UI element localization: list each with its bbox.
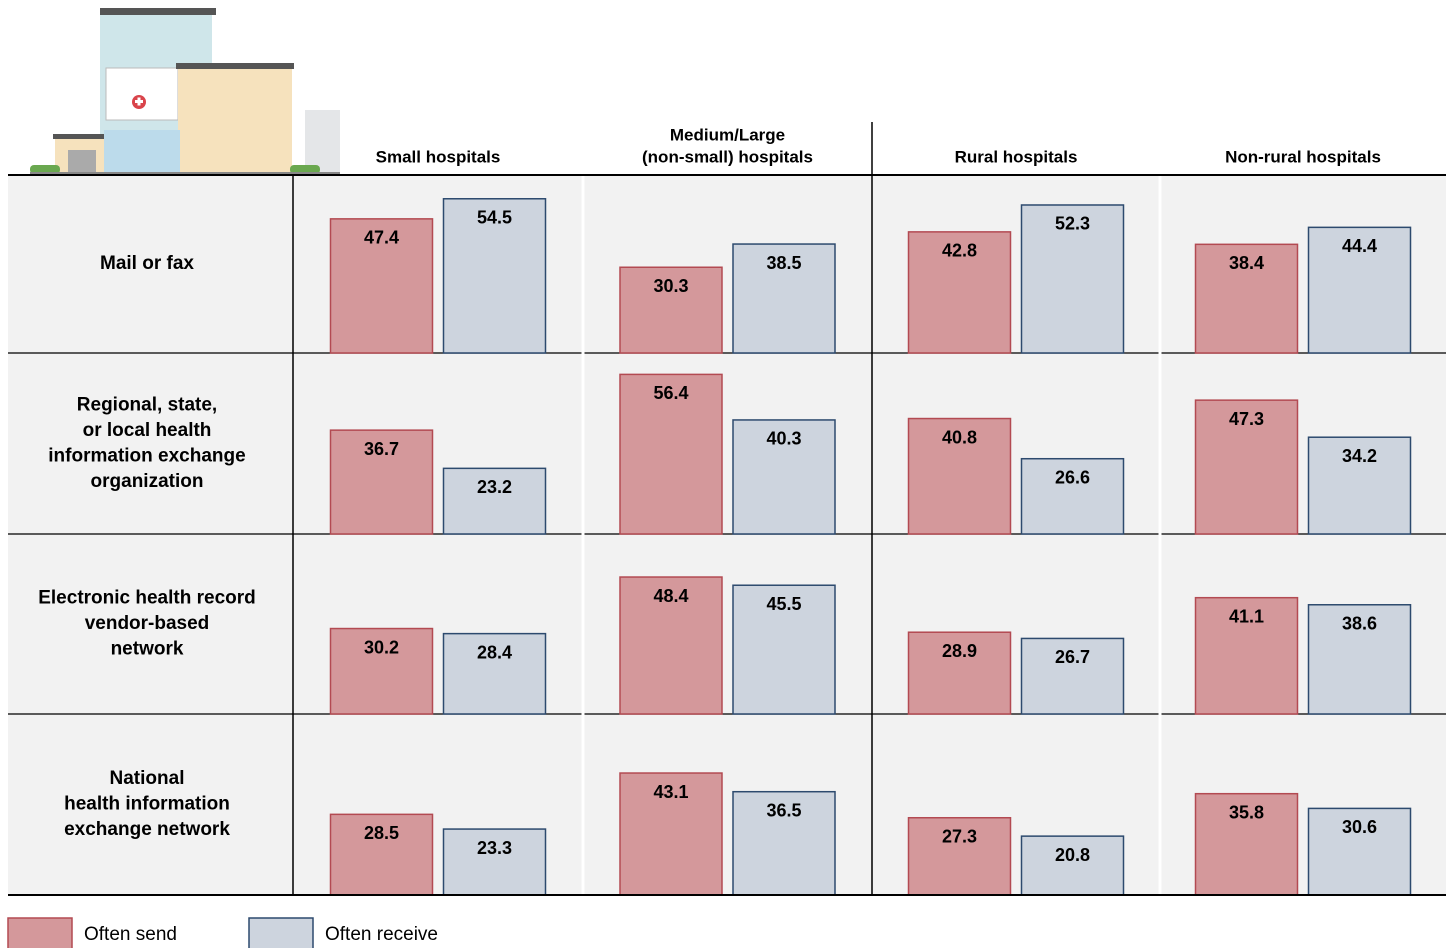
value-label: 30.3 — [653, 276, 688, 296]
row-label: Regional, state, — [77, 394, 217, 415]
column-header: Rural hospitals — [955, 147, 1078, 166]
value-label: 44.4 — [1342, 236, 1377, 256]
value-label: 28.5 — [364, 823, 399, 843]
bar — [732, 419, 836, 535]
bar — [619, 772, 723, 896]
bar — [1194, 399, 1299, 535]
column-header: Non-rural hospitals — [1225, 147, 1381, 166]
value-label: 45.5 — [766, 594, 801, 614]
value-label: 48.4 — [653, 586, 688, 606]
row-label: network — [111, 639, 184, 660]
value-label: 54.5 — [477, 208, 512, 228]
row-label: information exchange — [48, 445, 245, 466]
bar — [1194, 792, 1299, 896]
bar — [1307, 436, 1412, 535]
bar — [1307, 226, 1412, 354]
bar — [442, 828, 547, 896]
value-label: 28.9 — [942, 641, 977, 661]
value-label: 38.5 — [766, 253, 801, 273]
bar — [442, 632, 547, 715]
bar — [329, 813, 434, 896]
value-label: 47.4 — [364, 228, 399, 248]
bar — [1020, 457, 1125, 535]
row-label: National — [110, 768, 185, 789]
value-label: 47.3 — [1229, 409, 1264, 429]
value-label: 26.6 — [1055, 467, 1090, 487]
bar — [442, 467, 547, 535]
value-label: 23.3 — [477, 838, 512, 858]
bar — [329, 218, 434, 354]
column-header: Small hospitals — [376, 147, 501, 166]
bar — [732, 790, 836, 896]
value-label: 36.5 — [766, 800, 801, 820]
bar — [329, 429, 434, 535]
column-header: (non-small) hospitals — [642, 147, 813, 166]
bar — [1020, 637, 1125, 715]
bar — [619, 576, 723, 715]
value-label: 56.4 — [653, 383, 688, 403]
value-label: 30.6 — [1342, 817, 1377, 837]
legend-swatch — [7, 917, 73, 948]
hospital-illustration — [30, 8, 340, 175]
value-label: 26.7 — [1055, 647, 1090, 667]
bar — [907, 231, 1012, 354]
column-header: Medium/Large — [670, 125, 785, 144]
value-label: 28.4 — [477, 642, 512, 662]
bar — [1020, 835, 1125, 896]
row-label: Electronic health record — [38, 588, 256, 609]
value-label: 40.8 — [942, 427, 977, 447]
bar — [732, 584, 836, 715]
bar — [1020, 204, 1125, 354]
row-label: vendor-based — [85, 613, 210, 634]
bar — [1307, 807, 1412, 896]
bar — [619, 373, 723, 535]
value-label: 38.6 — [1342, 614, 1377, 634]
value-label: 52.3 — [1055, 214, 1090, 234]
value-label: 35.8 — [1229, 802, 1264, 822]
bar — [619, 266, 723, 354]
value-label: 20.8 — [1055, 845, 1090, 865]
value-label: 30.2 — [364, 637, 399, 657]
value-label: 36.7 — [364, 439, 399, 459]
bar — [907, 816, 1012, 896]
bar — [1194, 596, 1299, 715]
row-label: Mail or fax — [100, 253, 194, 274]
value-label: 40.3 — [766, 429, 801, 449]
row-label: organization — [91, 471, 204, 492]
value-label: 27.3 — [942, 826, 977, 846]
bar — [442, 198, 547, 354]
bar — [907, 417, 1012, 535]
row-label: or local health — [83, 420, 212, 441]
row-label: exchange network — [64, 819, 230, 840]
bar — [907, 631, 1012, 715]
bars: 47.4 30.3 42.8 38.4 36.7 56.4 40.8 47.3 30.2 48.4… — [329, 198, 1412, 896]
value-label: 23.2 — [477, 477, 512, 497]
bar — [1194, 243, 1299, 354]
legend-label: Often send — [84, 924, 177, 945]
value-label: 34.2 — [1342, 446, 1377, 466]
bar — [732, 243, 836, 354]
value-label: 38.4 — [1229, 253, 1264, 273]
row-label: health information — [64, 794, 230, 815]
value-label: 41.1 — [1229, 606, 1264, 626]
legend-label: Often receive — [325, 924, 438, 945]
bar — [329, 627, 434, 715]
value-label: 42.8 — [942, 241, 977, 261]
value-label: 43.1 — [653, 782, 688, 802]
legend-swatch — [248, 917, 314, 948]
bar — [1307, 604, 1412, 715]
